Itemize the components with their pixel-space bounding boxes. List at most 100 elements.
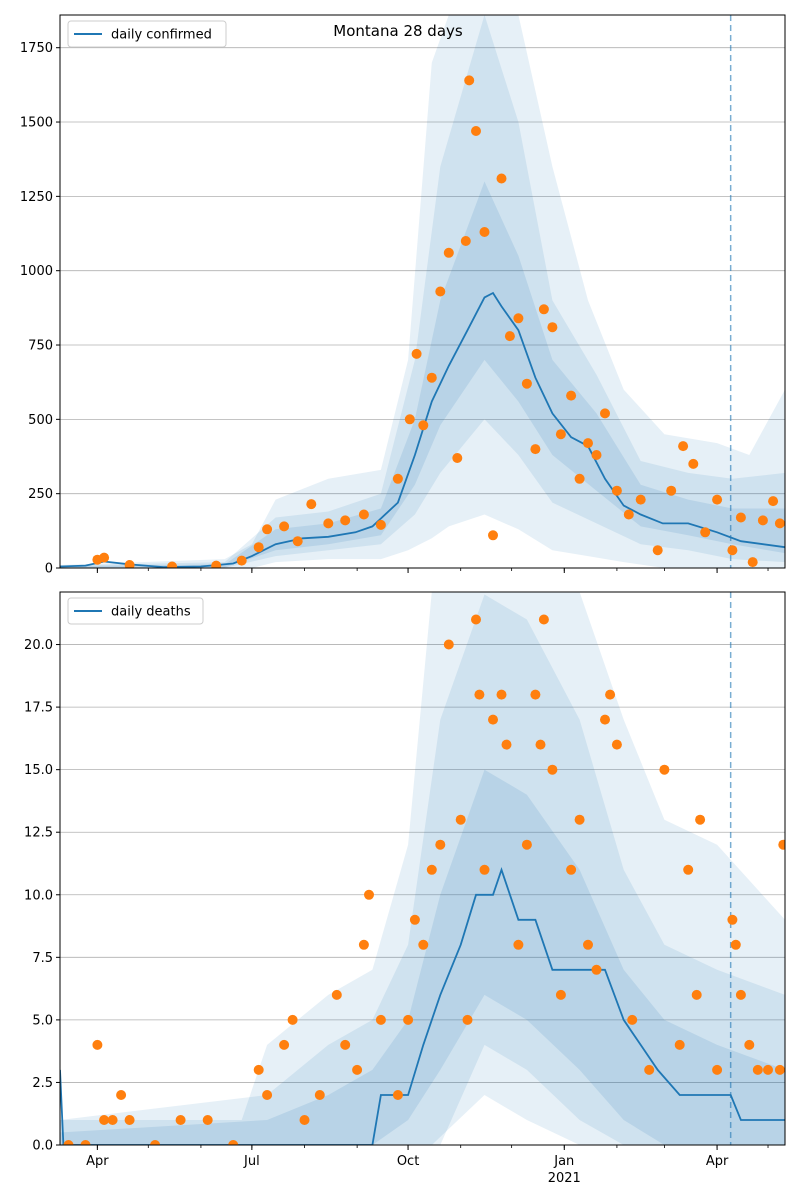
deaths-y-tick-label: 5.0 [32,1013,53,1028]
deaths-observed-point [513,939,524,950]
confirmed-observed-point [464,75,475,86]
confirmed-observed-point [521,378,532,389]
deaths-observed-point [99,1115,110,1125]
confirmed-observed-point [600,408,610,419]
deaths-observed-point [340,1039,351,1050]
deaths-observed-point [279,1039,290,1050]
confirmed-y-tick-label: 1250 [20,190,53,205]
deaths-observed-point [358,939,369,950]
deaths-curve-line [60,866,785,1145]
deaths-observed-point [299,1115,310,1125]
confirmed-y-tick-label: 1750 [20,41,53,56]
confirmed-y-tick-label: 0 [45,562,53,577]
confirmed-observed-point [496,173,507,184]
deaths-observed-point [435,839,446,850]
deaths-observed-point [287,1014,298,1025]
deaths-legend-label: daily deaths [111,605,191,620]
confirmed-observed-point [768,496,779,507]
deaths-observed-point [455,814,466,825]
deaths-observed-point [566,864,577,875]
confirmed-observed-point [443,247,454,258]
confirmed-y-tick-label: 750 [28,339,53,354]
deaths-observed-point [752,1064,763,1075]
confirmed-legend-label: daily confirmed [111,28,212,43]
confirmed-observed-point [574,473,585,484]
confirmed-observed-point [435,286,446,297]
deaths-observed-point [462,1014,473,1025]
confirmed-observed-point [530,444,541,455]
confirmed-observed-point [460,236,471,246]
deaths-y-ticks: 0.0 2.5 5.0 7.5 10.0 12.5 15.0 17.5 20.0 [24,638,60,1154]
deaths-observed-point [605,689,616,700]
deaths-y-tick-label: 10.0 [24,888,53,903]
confirmed-observed-point [513,313,524,324]
deaths-observed-point [488,714,498,725]
confirmed-observed-point [306,499,317,510]
deaths-observed-point [627,1014,638,1025]
confirmed-observed-point [279,521,290,532]
deaths-observed-point [352,1064,363,1075]
confirmed-plot-frame [59,14,786,569]
deaths-band-middle [60,594,785,1145]
confirmed-y-ticks: 0 250 500 750 1000 1250 1500 1750 [20,41,60,577]
deaths-chart-panel: 0.0 2.5 5.0 7.5 10.0 12.5 15.0 17.5 20.0 Apr Jul O… [24,591,786,1186]
confirmed-band-middle [60,15,785,568]
deaths-observed-point [474,689,485,700]
deaths-y-tick-label: 7.5 [32,951,53,966]
deaths-observed-point [778,839,785,850]
confirmed-observed-point [358,509,369,520]
deaths-observed-point [63,1140,74,1145]
confirmed-observed-point [375,519,386,530]
confirmed-observed-point [666,485,677,496]
confirmed-observed-point [611,485,622,496]
confirmed-observed-point [538,304,549,315]
confirmed-y-tick-label: 500 [28,413,53,428]
confirmed-observed-point [591,450,602,460]
x-tick-label: Oct [397,1154,419,1169]
deaths-y-tick-label: 20.0 [24,638,53,653]
confirmed-observed-point [124,560,135,568]
confirmed-observed-point [392,473,403,484]
confirmed-observed-point [99,552,110,563]
deaths-y-tick-label: 0.0 [32,1139,53,1154]
confirmed-observed-point [479,227,490,237]
confirmed-observed-point [404,414,415,425]
deaths-observed-point [727,914,738,925]
deaths-observed-point [107,1115,118,1125]
deaths-observed-point [443,639,454,650]
deaths-observed-point [228,1140,239,1145]
deaths-observed-point [591,964,602,975]
deaths-observed-point [538,614,549,625]
deaths-observed-point [695,814,706,825]
deaths-observed-point [426,864,437,875]
deaths-observed-point [418,939,429,950]
confirmed-observed-point [623,509,634,520]
deaths-observed-point [471,614,481,625]
deaths-observed-point [611,739,622,750]
deaths-band-outer [60,592,785,1145]
confirmed-band-outer [60,15,785,568]
confirmed-observed-point [583,438,593,449]
x-tick-label: Apr [86,1154,109,1169]
deaths-observed-point [262,1090,273,1100]
confirmed-observed-point [566,390,577,401]
confirmed-observed-point [712,494,723,505]
deaths-observed-point [253,1064,264,1075]
deaths-plot-frame [59,591,786,1146]
confirmed-observed-point [262,524,273,535]
confirmed-observed-point [547,322,558,333]
deaths-observed-point [409,914,420,925]
deaths-observed-point [479,864,490,875]
deaths-model-curve [60,866,785,1145]
confirmed-observed-points [92,75,785,568]
deaths-legend: daily deaths [67,597,204,625]
confirmed-observed-point [735,512,746,523]
deaths-observed-point [659,764,670,775]
deaths-observed-point [535,739,546,750]
deaths-observed-point [375,1014,386,1025]
confirmed-observed-point [211,560,222,568]
confirmed-observed-point [471,126,481,136]
deaths-observed-point [674,1039,685,1050]
confirmed-legend: daily confirmed [67,20,227,48]
deaths-observed-point [730,939,741,950]
